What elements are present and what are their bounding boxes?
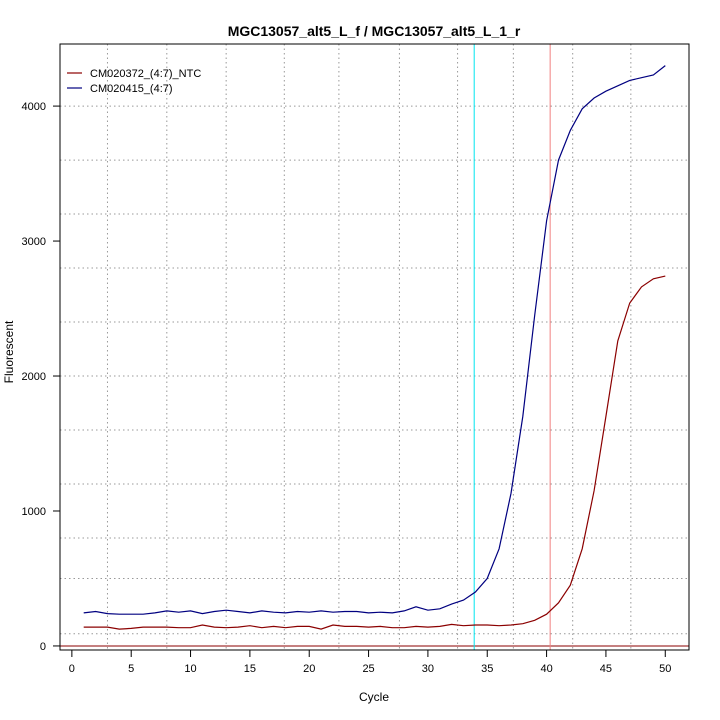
- x-tick-label: 35: [481, 663, 493, 675]
- x-axis-label: Cycle: [359, 690, 389, 704]
- chart-title: MGC13057_alt5_L_f / MGC13057_alt5_L_1_r: [228, 23, 521, 39]
- x-axis: 0 5 10 15 20 25 30 35 40 45 50: [69, 649, 671, 675]
- y-tick-label: 2000: [22, 371, 46, 383]
- y-tick-label: 1000: [22, 506, 46, 518]
- x-tick-label: 40: [540, 663, 552, 675]
- legend-label: CM020415_(4:7): [90, 83, 173, 95]
- x-tick-label: 50: [659, 663, 671, 675]
- y-tick-label: 3000: [22, 236, 46, 248]
- x-tick-label: 20: [303, 663, 315, 675]
- legend: CM020372_(4:7)_NTC CM020415_(4:7): [67, 68, 201, 95]
- x-tick-label: 5: [128, 663, 134, 675]
- x-tick-label: 45: [600, 663, 612, 675]
- x-tick-label: 10: [184, 663, 196, 675]
- series-line-1: [83, 275, 666, 630]
- threshold-lines: [60, 44, 689, 650]
- legend-label: CM020372_(4:7)_NTC: [90, 68, 201, 80]
- y-axis: 0 1000 2000 3000 4000: [22, 101, 61, 653]
- plot-frame: [59, 43, 690, 651]
- series-line-2: [83, 65, 666, 615]
- series-lines: [83, 65, 666, 630]
- x-tick-label: 0: [69, 663, 75, 675]
- x-tick-label: 30: [422, 663, 434, 675]
- grid: [60, 44, 689, 650]
- y-axis-label: Fluorescent: [2, 320, 16, 383]
- x-tick-label: 15: [244, 663, 256, 675]
- y-tick-label: 4000: [22, 101, 46, 113]
- y-tick-label: 0: [40, 641, 46, 653]
- x-tick-label: 25: [362, 663, 374, 675]
